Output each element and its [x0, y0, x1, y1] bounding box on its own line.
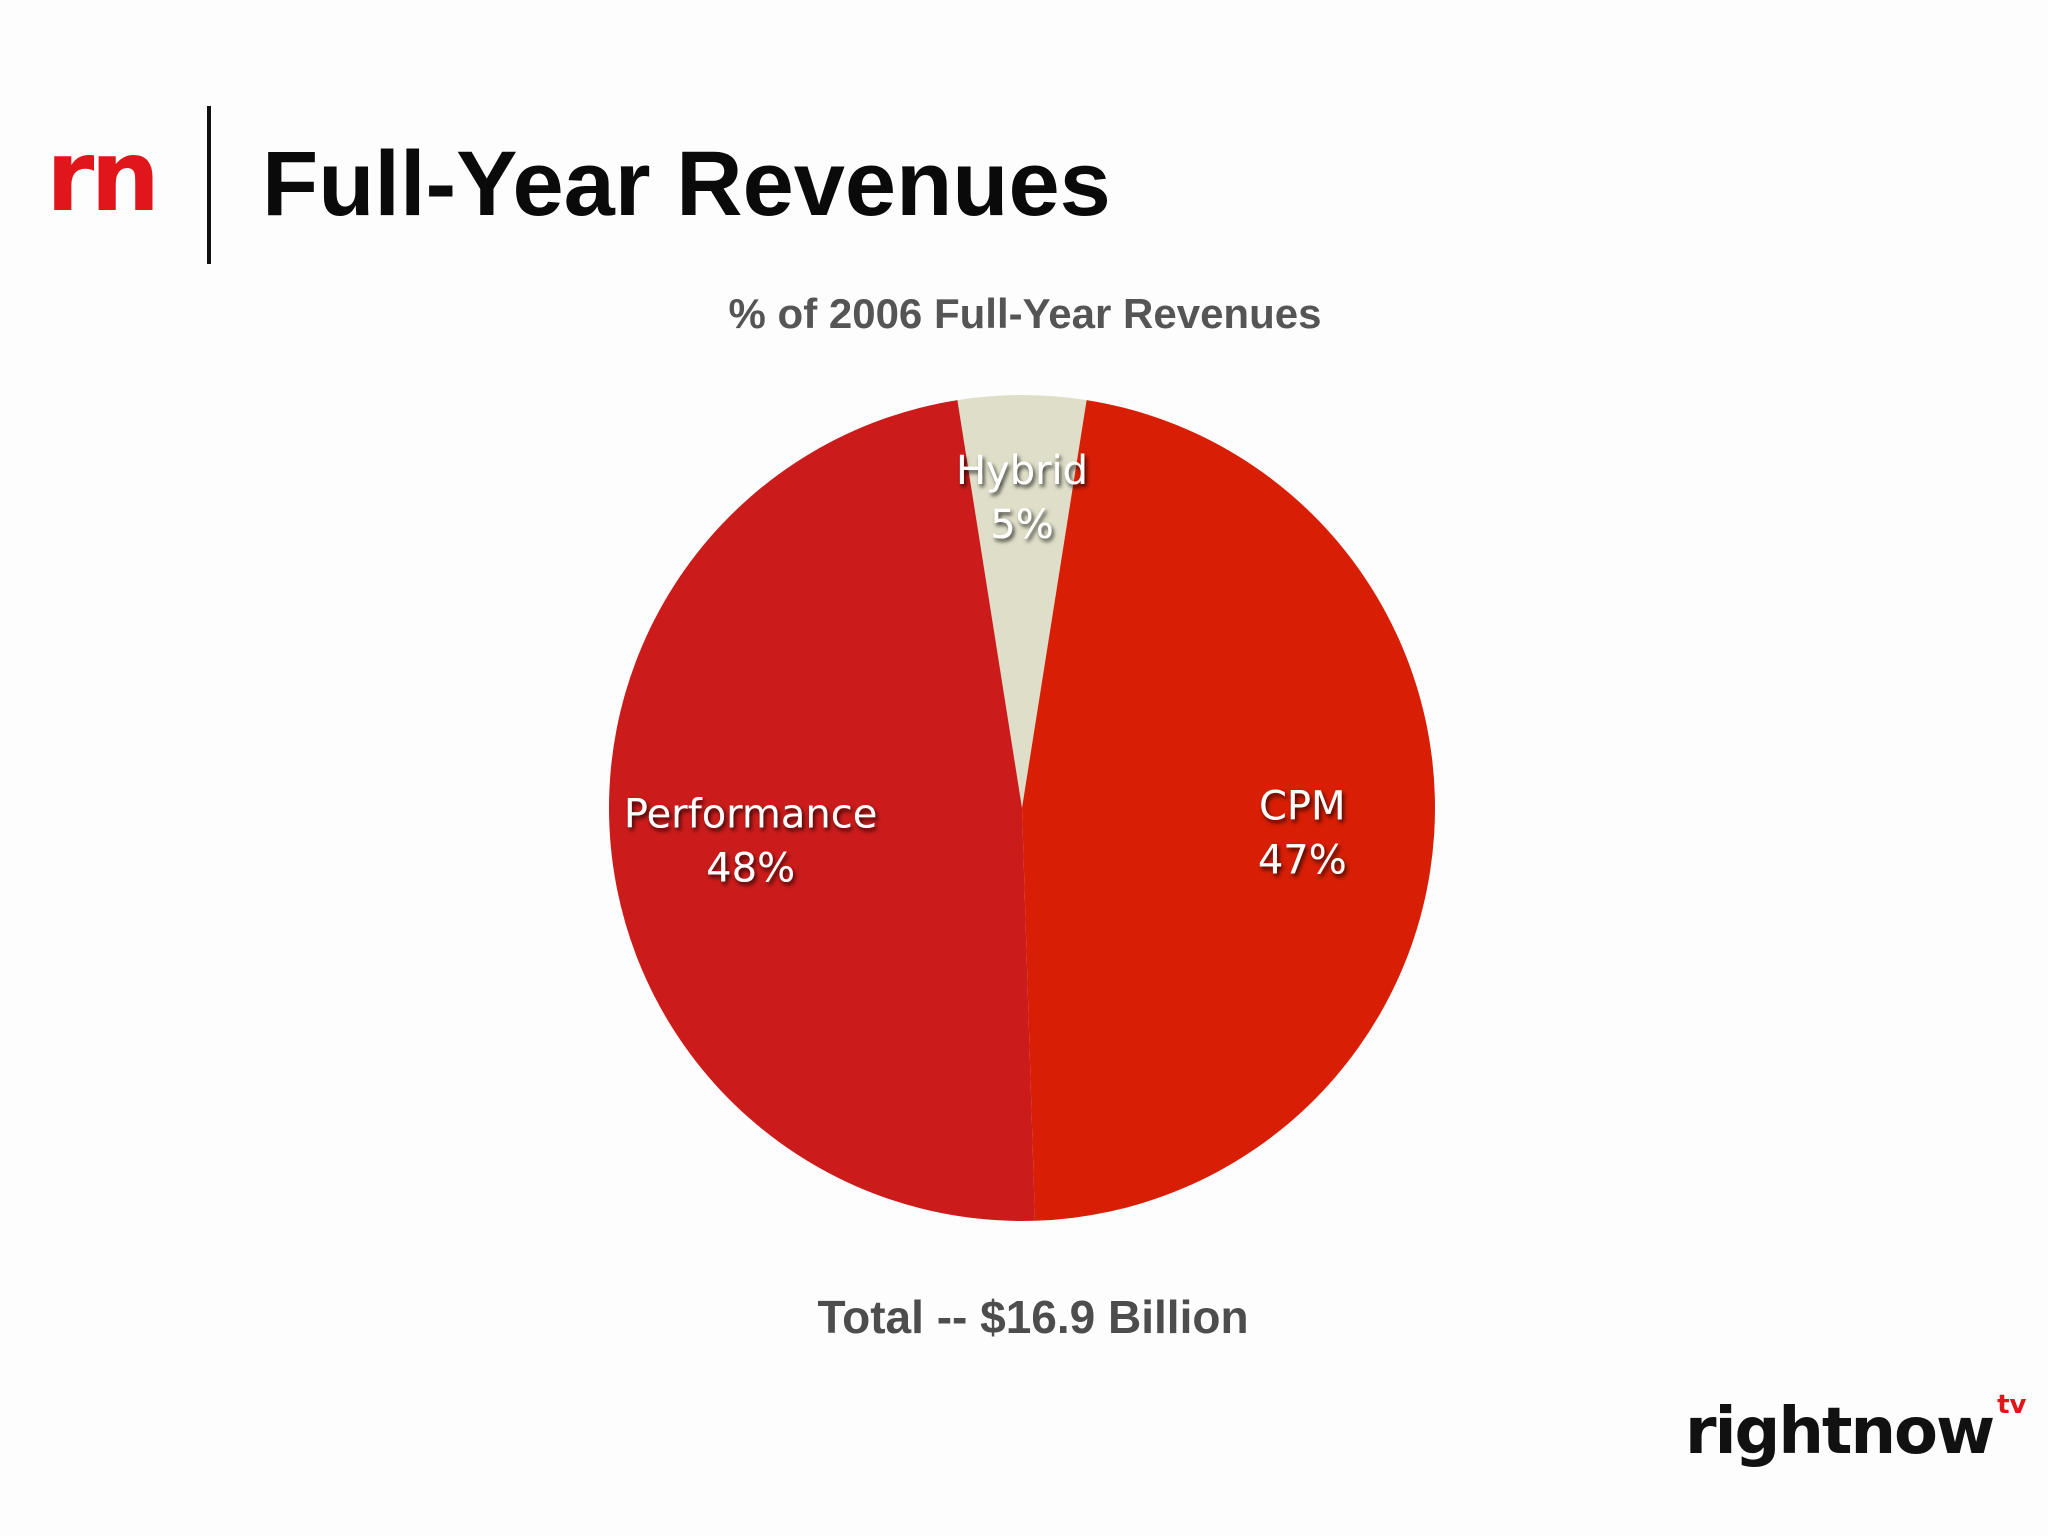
- pie-slice-performance: [608, 400, 1035, 1222]
- pie-slice-cpm: [1022, 400, 1436, 1221]
- chart-total-note: Total -- $16.9 Billion: [817, 1291, 1249, 1343]
- slice-label-hybrid: Hybrid: [956, 448, 1088, 494]
- brand-logo-mark: rn: [46, 120, 160, 234]
- footer-logo-superscript: tv: [1997, 1390, 2027, 1420]
- slice-label-performance: Performance: [624, 792, 877, 838]
- footer-brand-logo: rightnow tv: [1685, 1392, 2027, 1464]
- footer-logo-text: rightnow: [1685, 1395, 1995, 1469]
- slice-value-hybrid: 5%: [990, 502, 1053, 548]
- chart-title-text: % of 2006 Full-Year Revenues: [728, 290, 1322, 337]
- header-divider: [207, 106, 211, 264]
- slice-value-cpm: 47%: [1258, 838, 1347, 884]
- page-title: Full-Year Revenues: [262, 133, 1111, 235]
- slice-value-performance: 48%: [706, 846, 795, 892]
- pie-slices: [608, 395, 1436, 1222]
- pie-slice-hybrid: [957, 395, 1087, 808]
- chart-title: % of 2006 Full-Year Revenues: [0, 290, 2048, 338]
- pie-labels: Hybrid 5% CPM 47% Performance 48%: [624, 448, 1347, 892]
- slice-label-cpm: CPM: [1259, 784, 1346, 830]
